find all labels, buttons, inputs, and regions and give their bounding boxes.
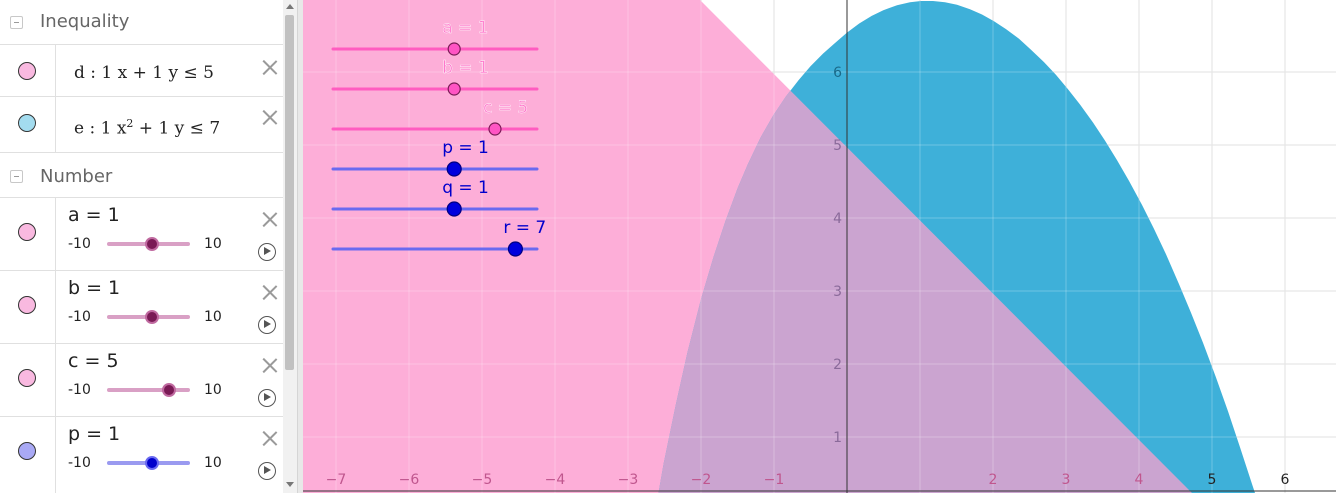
algebra-view: Inequality d : 1 x + 1 y ≤ 5 e : 1 x2 + … [0, 0, 283, 493]
algebra-item-p[interactable]: p = 1 -10 10 [0, 417, 283, 493]
graphics-slider-label[interactable]: b = 1 [442, 58, 489, 78]
visibility-marble-icon[interactable] [18, 62, 36, 80]
scroll-down-arrow-icon[interactable] [286, 482, 294, 487]
marble-column [0, 97, 56, 152]
graphics-slider-label[interactable]: c = 5 [483, 98, 529, 118]
algebra-item-c[interactable]: c = 5 -10 10 [0, 344, 283, 417]
marble-column [0, 344, 56, 416]
marble-column [0, 45, 56, 96]
number-label[interactable]: b = 1 [68, 277, 121, 299]
graphics-slider-knob[interactable] [447, 82, 461, 96]
play-icon[interactable] [258, 316, 276, 334]
view-divider[interactable] [297, 0, 304, 493]
x-tick-label: 2 [989, 472, 998, 488]
x-tick-label: 4 [1135, 472, 1144, 488]
slider-knob[interactable] [145, 456, 159, 470]
y-tick-label: 2 [833, 357, 842, 373]
play-icon[interactable] [258, 389, 276, 407]
expr-part: + 1 y ≤ 7 [133, 118, 221, 139]
number-label[interactable]: c = 5 [68, 350, 119, 372]
y-tick-label: 4 [833, 211, 842, 227]
slider-min: -10 [68, 236, 91, 252]
slider-max: 10 [204, 309, 222, 325]
close-icon[interactable] [262, 430, 278, 446]
slider-max: 10 [204, 236, 222, 252]
algebra-item-d[interactable]: d : 1 x + 1 y ≤ 5 [0, 45, 283, 97]
section-header-number[interactable]: Number [0, 153, 283, 198]
x-tick-label: 3 [1062, 472, 1071, 488]
section-label: Inequality [40, 11, 130, 32]
graphics-slider-label[interactable]: p = 1 [442, 138, 489, 158]
play-icon[interactable] [258, 462, 276, 480]
slider-max: 10 [204, 382, 222, 398]
x-tick-label: −7 [326, 472, 347, 488]
slider-knob[interactable] [162, 383, 176, 397]
graphics-slider-knob[interactable] [447, 42, 461, 56]
x-tick-label: 5 [1208, 472, 1217, 488]
close-icon[interactable] [262, 59, 278, 75]
slider-min: -10 [68, 382, 91, 398]
y-tick-label: 6 [833, 65, 842, 81]
marble-column [0, 271, 56, 343]
graphics-view[interactable]: −7 −6 −5 −4 −3 −2 −1 2 3 4 5 6 1 2 3 4 5 6 a = 1 b = 1 c =… [303, 0, 1336, 493]
graphics-slider-label[interactable]: q = 1 [442, 178, 489, 198]
x-tick-label: −3 [618, 472, 639, 488]
slider-min: -10 [68, 455, 91, 471]
y-tick-label: 3 [833, 284, 842, 300]
x-tick-label: 6 [1281, 472, 1290, 488]
marble-column [0, 417, 56, 493]
collapse-toggle-icon[interactable] [10, 16, 23, 29]
graphics-slider-label[interactable]: a = 1 [442, 18, 489, 38]
slider-min: -10 [68, 309, 91, 325]
collapse-toggle-icon[interactable] [10, 170, 23, 183]
inequality-expression[interactable]: e : 1 x2 + 1 y ≤ 7 [74, 117, 220, 139]
close-icon[interactable] [262, 284, 278, 300]
y-tick-label: 5 [833, 138, 842, 154]
number-label[interactable]: a = 1 [68, 204, 120, 226]
slider-knob[interactable] [145, 310, 159, 324]
graphics-slider-knob[interactable] [446, 161, 462, 177]
x-tick-label: −6 [399, 472, 420, 488]
grid-overlay [303, 0, 1336, 493]
graphics-slider-knob[interactable] [488, 122, 502, 136]
x-tick-label: −1 [764, 472, 785, 488]
x-tick-label: −4 [545, 472, 566, 488]
y-tick-label: 1 [833, 430, 842, 446]
play-icon[interactable] [258, 243, 276, 261]
close-icon[interactable] [262, 211, 278, 227]
close-icon[interactable] [262, 357, 278, 373]
slider-knob[interactable] [145, 237, 159, 251]
visibility-marble-icon[interactable] [18, 114, 36, 132]
graphics-sliders[interactable]: a = 1 b = 1 c = 5 p = 1 q = 1 r = 7 [331, 18, 546, 257]
scrollbar-thumb[interactable] [285, 15, 294, 370]
expr-part: e : 1 x [74, 118, 127, 139]
graphics-slider-knob[interactable] [446, 201, 462, 217]
visibility-marble-icon[interactable] [18, 369, 36, 387]
exponent: 2 [126, 117, 134, 130]
section-label: Number [40, 166, 113, 187]
algebra-scrollbar[interactable] [283, 0, 297, 493]
visibility-marble-icon[interactable] [18, 442, 36, 460]
x-tick-label: −2 [691, 472, 712, 488]
number-label[interactable]: p = 1 [68, 423, 121, 445]
scroll-up-arrow-icon[interactable] [286, 4, 294, 9]
inequality-expression[interactable]: d : 1 x + 1 y ≤ 5 [74, 63, 214, 83]
algebra-item-e[interactable]: e : 1 x2 + 1 y ≤ 7 [0, 97, 283, 153]
slider-track[interactable] [107, 388, 190, 392]
slider-max: 10 [204, 455, 222, 471]
graphics-slider-label[interactable]: r = 7 [503, 218, 546, 238]
algebra-item-b[interactable]: b = 1 -10 10 [0, 271, 283, 344]
y-tick-labels: 1 2 3 4 5 6 [833, 65, 842, 446]
visibility-marble-icon[interactable] [18, 223, 36, 241]
overlap-region [658, 1, 1192, 493]
algebra-item-a[interactable]: a = 1 -10 10 [0, 198, 283, 271]
visibility-marble-icon[interactable] [18, 296, 36, 314]
x-tick-labels: −7 −6 −5 −4 −3 −2 −1 2 3 4 5 6 [326, 472, 1290, 488]
close-icon[interactable] [262, 109, 278, 125]
section-header-inequality[interactable]: Inequality [0, 0, 283, 45]
graphics-slider-knob[interactable] [507, 241, 523, 257]
marble-column [0, 198, 56, 270]
x-tick-label: −5 [472, 472, 493, 488]
